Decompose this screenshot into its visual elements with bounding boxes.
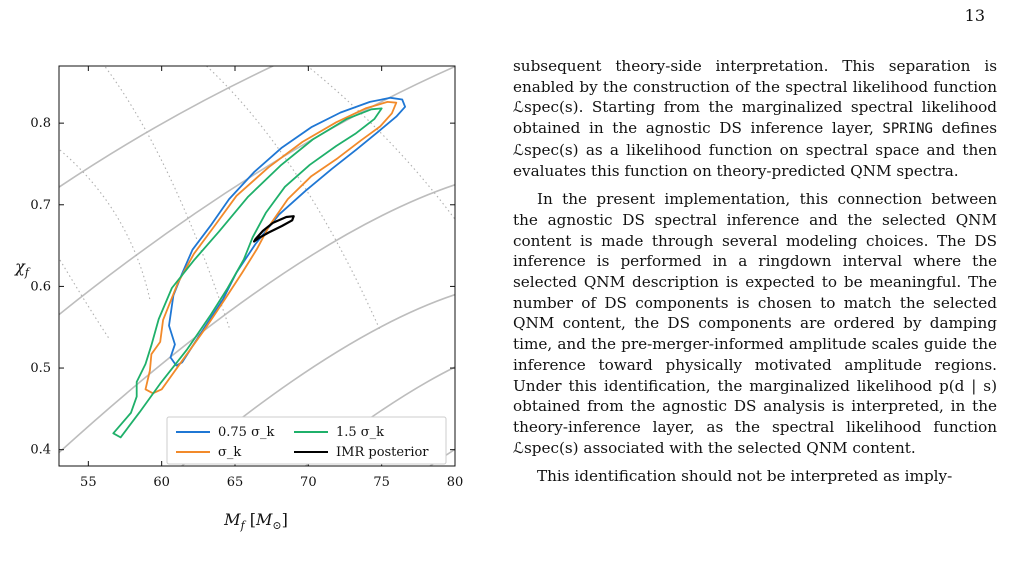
posterior-chart: 55 60 65 70 75 80 0.4 0.5 0.6 0.7 0.8 0.75 σ_k σ_k 1…: [14, 65, 463, 532]
guide-dotted-arc: [59, 149, 151, 301]
guide-arc: [180, 293, 455, 466]
guide-dotted-arc: [306, 66, 455, 221]
contour-2: [112, 107, 383, 439]
legend-label-2: 1.5 σ_k: [336, 425, 384, 440]
y-tick-label: 0.6: [30, 279, 51, 294]
legend-label-3: IMR posterior: [336, 445, 429, 460]
paragraph-1-text: subsequent theory-side interpretation. T…: [513, 57, 997, 138]
contour-3: [253, 215, 295, 243]
paragraph-2: In the present implementation, this conn…: [513, 190, 997, 457]
x-tick-label: 70: [300, 475, 317, 490]
y-axis-label: χf: [14, 257, 31, 279]
code-spring: SPRING: [882, 121, 933, 138]
x-axis-label: Mf [M⊙]: [223, 510, 288, 532]
paragraph-1: subsequent theory-side interpretation. T…: [513, 56, 997, 181]
contour-1: [144, 101, 398, 395]
y-tick-label: 0.4: [30, 443, 51, 458]
body-text: subsequent theory-side interpretation. T…: [513, 56, 997, 495]
legend: 0.75 σ_k σ_k 1.5 σ_k IMR posterior: [166, 416, 447, 465]
guide-arc: [59, 66, 275, 189]
x-tick-label: 60: [153, 475, 170, 490]
contour-series: [112, 96, 406, 439]
plot-frame: [58, 65, 456, 467]
x-tick-label: 55: [80, 475, 97, 490]
guide-dotted-arc: [103, 66, 231, 331]
y-tick-label: 0.8: [30, 116, 51, 131]
y-axis-label-sub: f: [24, 266, 31, 279]
guide-dotted-arc: [205, 66, 381, 331]
y-tick-label: 0.5: [30, 361, 51, 376]
legend-label-0: 0.75 σ_k: [218, 425, 274, 440]
paragraph-1-rest: defines ℒspec(s) as a likelihood functio…: [513, 119, 998, 180]
guide-arc: [59, 183, 455, 454]
legend-box: [166, 416, 447, 465]
background-contour-lines: [59, 66, 455, 466]
paragraph-3: This identification should not be interp…: [537, 467, 953, 486]
legend-label-1: σ_k: [218, 445, 241, 460]
x-tick-label: 80: [447, 475, 464, 490]
y-tick-label: 0.7: [30, 198, 51, 213]
guide-dotted-arc: [59, 259, 111, 341]
page-number: 13: [964, 6, 985, 25]
axis-ticks: 55 60 65 70 75 80 0.4 0.5 0.6 0.7 0.8: [30, 66, 463, 490]
x-tick-label: 65: [227, 475, 244, 490]
x-tick-label: 75: [373, 475, 390, 490]
guide-arc: [59, 66, 455, 316]
posterior-figure: 55 60 65 70 75 80 0.4 0.5 0.6 0.7 0.8 0.75 σ_k σ_k 1…: [0, 0, 500, 570]
